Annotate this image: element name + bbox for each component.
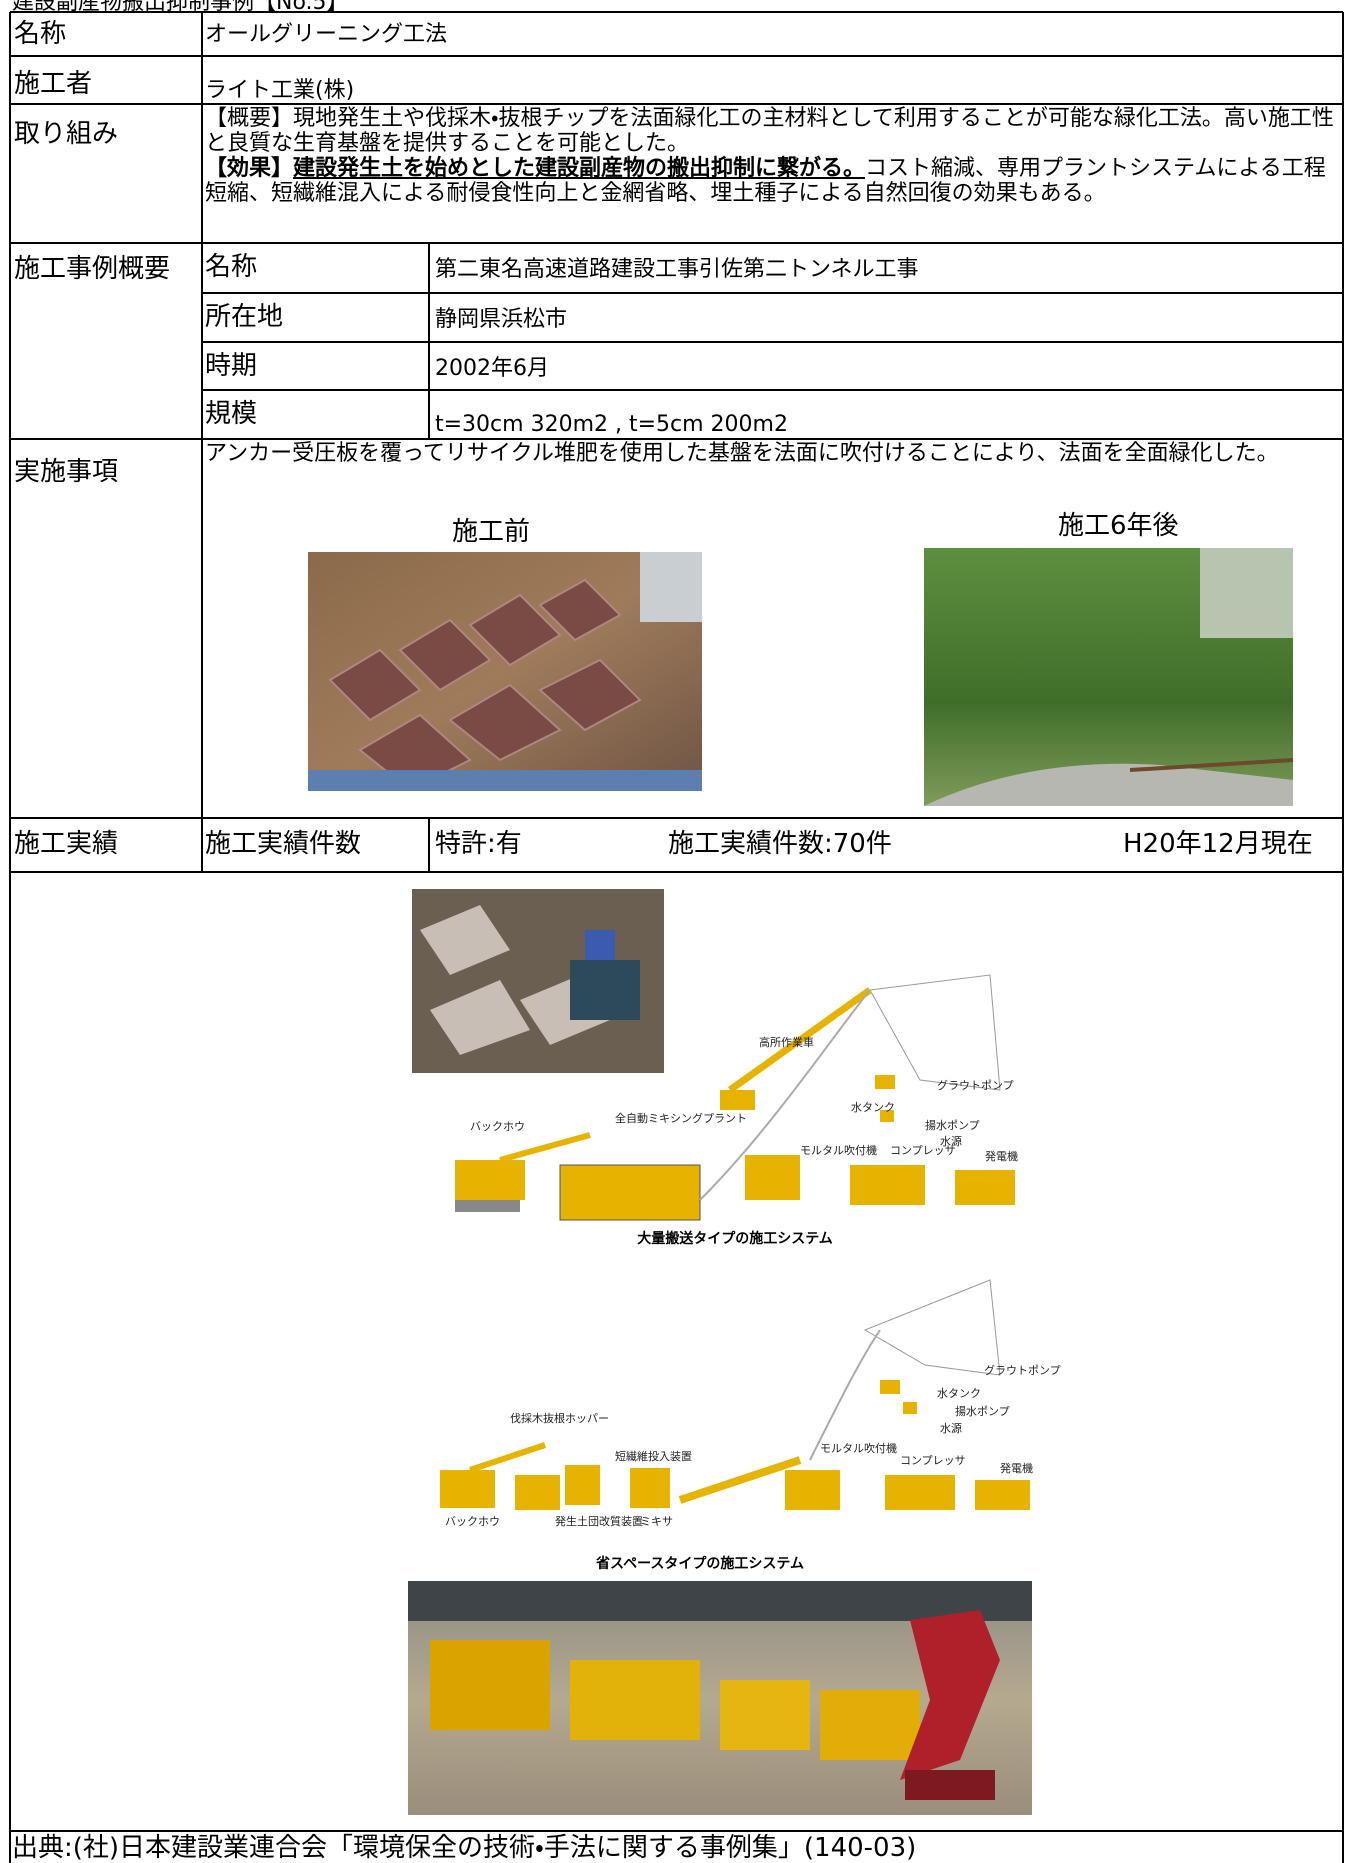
sub-value: 第二東名高速道路建設工事引佐第二トンネル工事 bbox=[435, 257, 919, 282]
photo-spraying bbox=[412, 889, 664, 1073]
diagram-label: 発電機 bbox=[1000, 1462, 1033, 1475]
row-value: ライト工業(株) bbox=[205, 78, 355, 103]
diagram-label: 発電機 bbox=[985, 1150, 1018, 1163]
sub-value: t=30cm 320m2 , t=5cm 200m2 bbox=[435, 412, 788, 437]
diagram-label: 発生土団改質装置 bbox=[555, 1515, 643, 1528]
row-label: 実施事項 bbox=[14, 457, 119, 487]
diagram-label: 揚水ポンプ bbox=[955, 1405, 1010, 1418]
effect-emphasis: 建設発生土を始めとした建設副産物の搬出抑制に繋がる。 bbox=[293, 156, 866, 181]
effect-rest: コスト縮減、専用プラントシステムによる工程短縮、短繊維混入による耐侵食性向上と金… bbox=[205, 156, 1326, 206]
diagram-label: バックホウ bbox=[470, 1120, 525, 1133]
sub-value: 2002年6月 bbox=[435, 356, 549, 381]
diagram-caption: 大量搬送タイプの施工システム bbox=[637, 1231, 833, 1247]
row-label: 施工者 bbox=[14, 69, 93, 99]
diagram-label: モルタル吹付機 bbox=[820, 1442, 897, 1455]
diagram-label: コンプレッサ bbox=[890, 1144, 956, 1157]
effect-head: 【効果】 bbox=[205, 156, 294, 181]
photo-caption: 施工前 bbox=[452, 517, 531, 547]
sub-value: 静岡県浜松市 bbox=[435, 307, 568, 332]
photo-after bbox=[924, 548, 1294, 806]
diagram-label: 伐採木抜根ホッパー bbox=[510, 1412, 609, 1425]
diagram-label: 水タンク bbox=[851, 1101, 895, 1114]
sub-label: 名称 bbox=[205, 252, 258, 282]
system1-diagram bbox=[455, 974, 1015, 1221]
row-label: 施工事例概要 bbox=[14, 254, 171, 284]
diagram-label: バックホウ bbox=[445, 1515, 500, 1528]
sub-label: 規模 bbox=[205, 399, 258, 429]
photo-plant bbox=[408, 1581, 1032, 1815]
diagram-label: モルタル吹付機 bbox=[800, 1144, 877, 1157]
diagram-label: グラウトポンプ bbox=[984, 1364, 1061, 1377]
as-of: H20年12月現在 bbox=[1123, 829, 1313, 859]
diagram-caption: 省スペースタイプの施工システム bbox=[596, 1556, 804, 1572]
row-value: オールグリーニング工法 bbox=[205, 22, 448, 47]
patent: 特許:有 bbox=[435, 829, 522, 859]
row-label: 施工実績 bbox=[14, 829, 119, 859]
table-grid bbox=[9, 11, 1344, 1863]
diagram-label: グラウトポンプ bbox=[937, 1079, 1014, 1092]
diagram-label: 高所作業車 bbox=[759, 1036, 814, 1049]
diagram-label: コンプレッサ bbox=[900, 1454, 966, 1467]
sub-label: 所在地 bbox=[205, 302, 284, 332]
approach-text: 【概要】現地発生土や伐採木・抜根チップを法面緑化工の主材料として利用することが可… bbox=[205, 106, 1340, 206]
record-count: 施工実績件数:70件 bbox=[668, 829, 892, 859]
diagram-label: 水源 bbox=[940, 1135, 962, 1148]
overview: 【概要】現地発生土や伐採木・抜根チップを法面緑化工の主材料として利用することが可… bbox=[205, 106, 1334, 156]
diagram-label: 水タンク bbox=[937, 1387, 981, 1400]
diagram-label: 全自動ミキシングプラント bbox=[615, 1112, 747, 1125]
photo-before bbox=[308, 552, 702, 792]
row-label: 名称 bbox=[14, 19, 67, 49]
implementation-text: アンカー受圧板を覆ってリサイクル堆肥を使用した基盤を法面に吹付けることにより、法… bbox=[205, 441, 1279, 466]
diagram-label: 水源 bbox=[940, 1422, 962, 1435]
sub-label: 時期 bbox=[205, 351, 258, 381]
system2-diagram bbox=[440, 1279, 1030, 1510]
photo-caption: 施工6年後 bbox=[1058, 511, 1179, 541]
page-title: 建設副産物搬出抑制事例【No.5】 bbox=[12, 0, 349, 15]
diagram-label: ミキサ bbox=[640, 1515, 673, 1528]
row-label: 取り組み bbox=[14, 119, 119, 149]
source: 出典:(社)日本建設業連合会「環境保全の技術・手法に関する事例集」(140-03… bbox=[12, 1833, 917, 1863]
sub-label: 施工実績件数 bbox=[205, 829, 362, 859]
diagram-label: 揚水ポンプ bbox=[925, 1119, 980, 1132]
diagram-label: 短繊維投入装置 bbox=[615, 1450, 692, 1463]
